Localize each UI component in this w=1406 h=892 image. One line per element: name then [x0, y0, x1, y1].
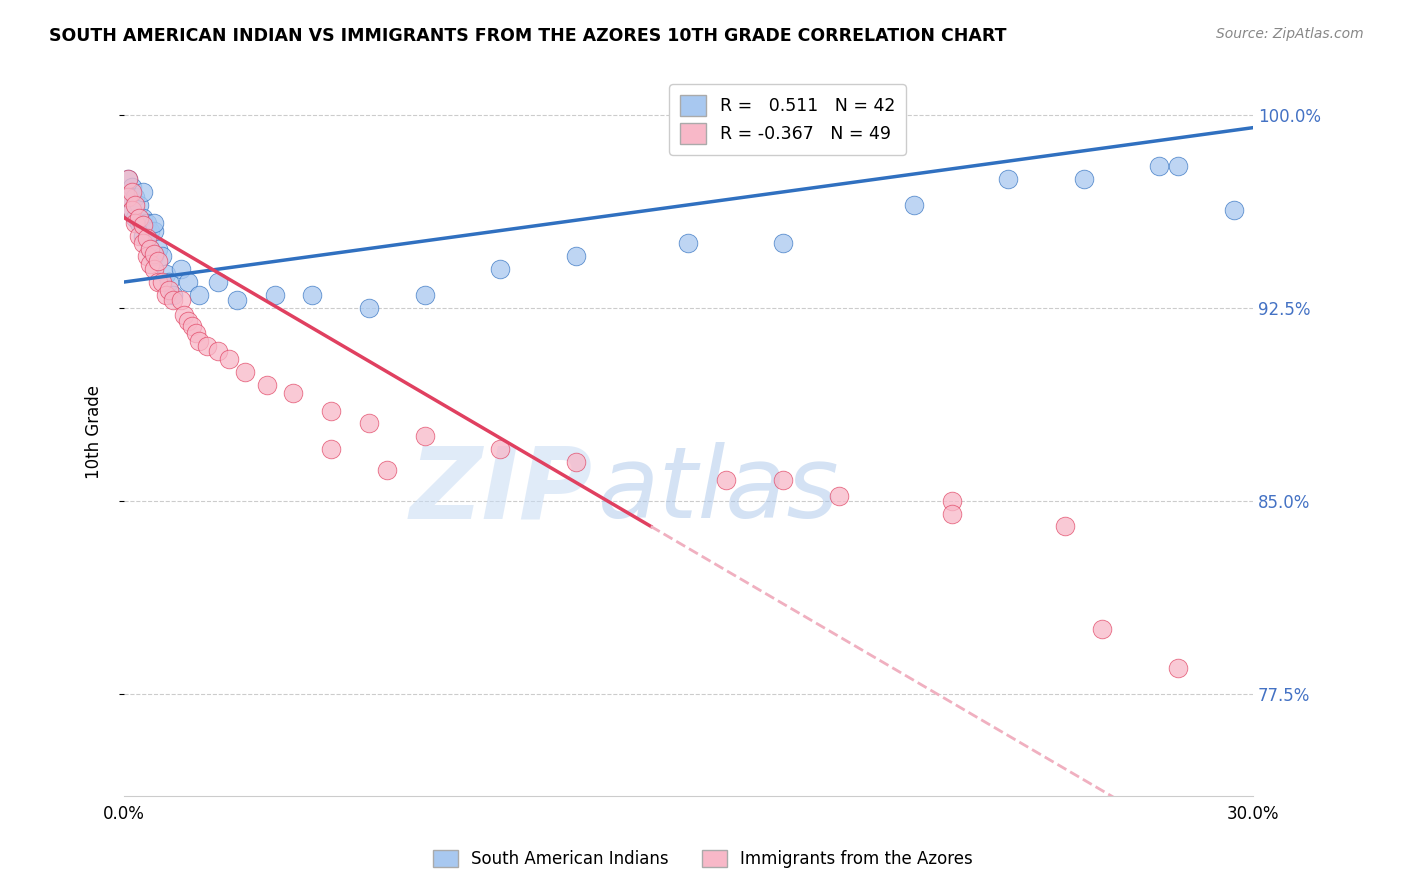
Point	[226, 293, 249, 307]
Point	[121, 202, 143, 217]
Point	[489, 262, 512, 277]
Point	[124, 211, 146, 225]
Point	[132, 185, 155, 199]
Point	[714, 473, 737, 487]
Point	[1073, 172, 1095, 186]
Point	[1223, 202, 1246, 217]
Point	[121, 202, 143, 217]
Point	[903, 198, 925, 212]
Point	[150, 249, 173, 263]
Point	[124, 198, 146, 212]
Point	[150, 275, 173, 289]
Text: atlas: atlas	[598, 442, 839, 540]
Point	[184, 326, 207, 341]
Point	[124, 190, 146, 204]
Point	[139, 257, 162, 271]
Point	[162, 293, 184, 307]
Point	[207, 275, 229, 289]
Point	[143, 216, 166, 230]
Point	[146, 254, 169, 268]
Point	[319, 403, 342, 417]
Point	[941, 493, 963, 508]
Point	[188, 334, 211, 348]
Point	[143, 246, 166, 260]
Point	[195, 339, 218, 353]
Y-axis label: 10th Grade: 10th Grade	[86, 385, 103, 480]
Point	[135, 216, 157, 230]
Point	[143, 223, 166, 237]
Point	[207, 344, 229, 359]
Point	[143, 249, 166, 263]
Legend: South American Indians, Immigrants from the Azores: South American Indians, Immigrants from …	[426, 843, 980, 875]
Point	[117, 172, 139, 186]
Point	[117, 172, 139, 186]
Point	[121, 185, 143, 199]
Point	[828, 488, 851, 502]
Point	[413, 288, 436, 302]
Text: Source: ZipAtlas.com: Source: ZipAtlas.com	[1216, 27, 1364, 41]
Point	[1167, 159, 1189, 173]
Text: SOUTH AMERICAN INDIAN VS IMMIGRANTS FROM THE AZORES 10TH GRADE CORRELATION CHART: SOUTH AMERICAN INDIAN VS IMMIGRANTS FROM…	[49, 27, 1007, 45]
Point	[173, 309, 195, 323]
Point	[941, 507, 963, 521]
Point	[1091, 622, 1114, 636]
Point	[157, 275, 180, 289]
Point	[139, 223, 162, 237]
Point	[143, 262, 166, 277]
Point	[177, 313, 200, 327]
Point	[357, 301, 380, 315]
Point	[564, 455, 586, 469]
Point	[319, 442, 342, 457]
Point	[128, 216, 150, 230]
Point	[117, 190, 139, 204]
Point	[146, 275, 169, 289]
Text: ZIP: ZIP	[409, 442, 592, 540]
Point	[155, 268, 177, 282]
Point	[162, 288, 184, 302]
Point	[180, 318, 202, 333]
Point	[157, 283, 180, 297]
Point	[997, 172, 1019, 186]
Point	[357, 417, 380, 431]
Point	[117, 190, 139, 204]
Point	[139, 242, 162, 256]
Point	[1167, 661, 1189, 675]
Point	[124, 216, 146, 230]
Point	[132, 219, 155, 233]
Point	[146, 242, 169, 256]
Point	[135, 223, 157, 237]
Point	[128, 228, 150, 243]
Point	[139, 242, 162, 256]
Point	[413, 429, 436, 443]
Point	[678, 236, 700, 251]
Point	[218, 352, 240, 367]
Point	[128, 198, 150, 212]
Point	[263, 288, 285, 302]
Legend: R =   0.511   N = 42, R = -0.367   N = 49: R = 0.511 N = 42, R = -0.367 N = 49	[669, 85, 905, 154]
Point	[301, 288, 323, 302]
Point	[132, 236, 155, 251]
Point	[564, 249, 586, 263]
Point	[489, 442, 512, 457]
Point	[132, 228, 155, 243]
Point	[256, 378, 278, 392]
Point	[233, 365, 256, 379]
Point	[772, 236, 794, 251]
Point	[135, 231, 157, 245]
Point	[169, 262, 191, 277]
Point	[155, 288, 177, 302]
Point	[377, 463, 399, 477]
Point	[169, 293, 191, 307]
Point	[1053, 519, 1076, 533]
Point	[121, 179, 143, 194]
Point	[135, 249, 157, 263]
Point	[188, 288, 211, 302]
Point	[1147, 159, 1170, 173]
Point	[772, 473, 794, 487]
Point	[177, 275, 200, 289]
Point	[128, 211, 150, 225]
Point	[132, 211, 155, 225]
Point	[283, 385, 305, 400]
